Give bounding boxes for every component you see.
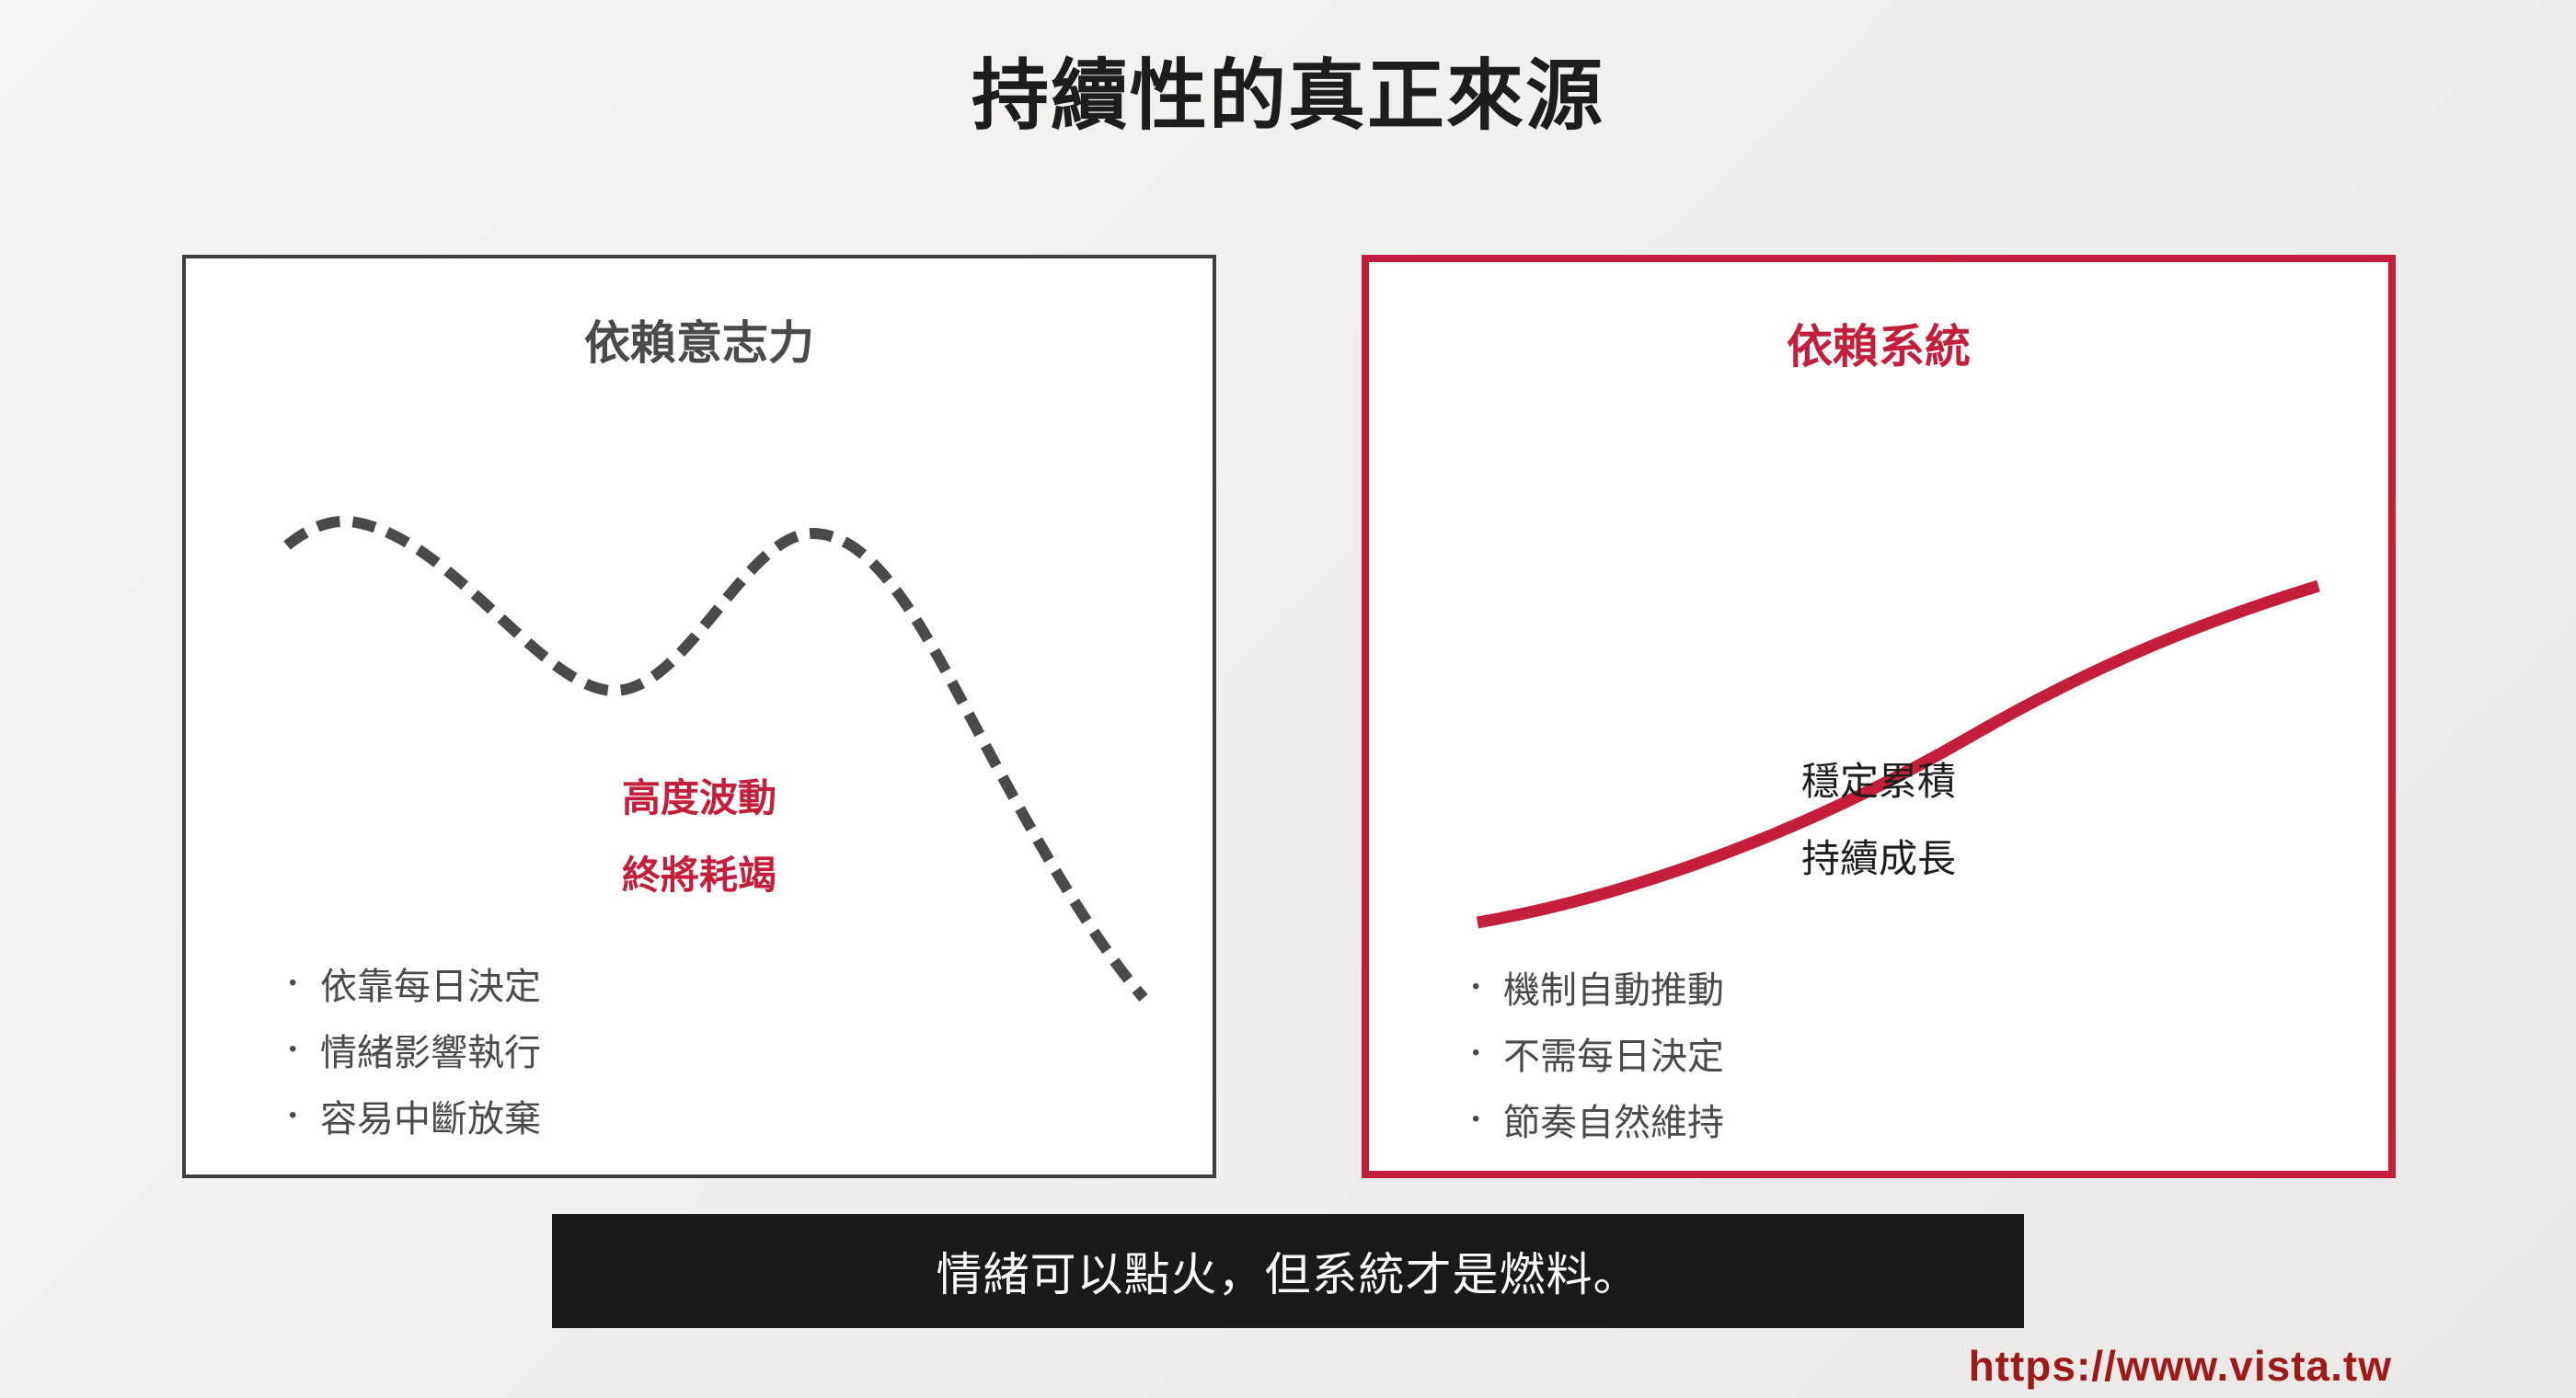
willpower-panel-title: 依賴意志力 <box>584 317 814 369</box>
bullet-text: 依靠每日決定 <box>320 967 541 1007</box>
list-item: • 不需每日決定 <box>1472 1020 1724 1086</box>
bullet-text: 不需每日決定 <box>1503 1037 1724 1077</box>
bullet-text: 情緒影響執行 <box>320 1033 541 1073</box>
bullet-dot-icon: • <box>289 1037 297 1061</box>
willpower-annotation-volatility: 高度波動 <box>621 776 776 819</box>
willpower-annotation-depletion: 終將耗竭 <box>621 854 776 897</box>
willpower-bullet-list: • 依靠每日決定 • 情緒影響執行 • 容易中斷放棄 <box>289 950 541 1149</box>
list-item: • 情緒影響執行 <box>289 1016 541 1083</box>
page-title: 持續性的真正來源 <box>971 52 1604 139</box>
list-item: • 依靠每日決定 <box>289 950 541 1016</box>
bullet-dot-icon: • <box>1472 1040 1480 1065</box>
system-panel-title: 依賴系統 <box>1787 321 1971 372</box>
bullet-text: 容易中斷放棄 <box>320 1099 541 1140</box>
bullet-dot-icon: • <box>1472 974 1480 999</box>
bullet-dot-icon: • <box>289 1103 297 1128</box>
rising-growth-curve-icon <box>1476 579 2320 929</box>
bullet-dot-icon: • <box>1472 1106 1480 1131</box>
list-item: • 機制自動推動 <box>1472 954 1724 1020</box>
key-message-banner: 情緒可以點火，但系統才是燃料。 <box>552 1214 2024 1328</box>
willpower-panel: 依賴意志力 高度波動 終將耗竭 • 依靠每日決定 • 情緒影響執行 • 容易中斷… <box>182 255 1216 1178</box>
bullet-text: 節奏自然維持 <box>1503 1103 1724 1143</box>
bullet-dot-icon: • <box>289 970 297 995</box>
system-annotation-growth: 持續成長 <box>1800 837 1956 880</box>
volatile-dashed-curve-icon <box>283 515 1148 1002</box>
list-item: • 容易中斷放棄 <box>289 1083 541 1149</box>
bullet-text: 機制自動推動 <box>1503 970 1724 1011</box>
list-item: • 節奏自然維持 <box>1472 1086 1724 1152</box>
website-url: https://www.vista.tw <box>1968 1342 2392 1390</box>
system-panel: 依賴系統 穩定累積 持續成長 • 機制自動推動 • 不需每日決定 • 節奏自然維… <box>1362 255 2396 1178</box>
system-annotation-accumulation: 穩定累積 <box>1800 760 1956 803</box>
system-bullet-list: • 機制自動推動 • 不需每日決定 • 節奏自然維持 <box>1472 954 1724 1152</box>
